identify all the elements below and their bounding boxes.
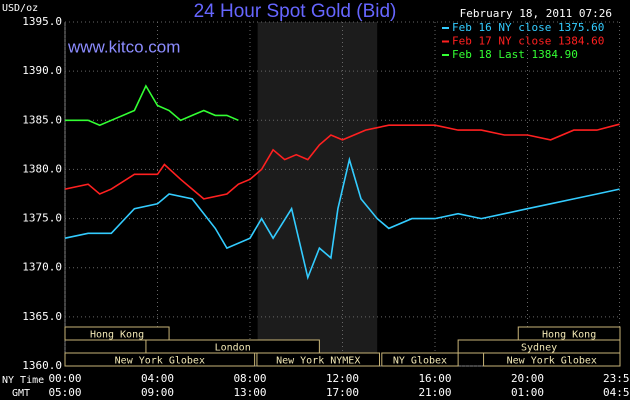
x2-tick-label: 04:59 — [603, 386, 630, 399]
x2-tick-label: 01:00 — [511, 386, 544, 399]
session-box — [483, 352, 621, 367]
legend-label: Feb 17 NY close 1384.60 — [452, 35, 604, 48]
y-tick-label: 1385.0 — [22, 113, 62, 126]
y-tick-label: 1370.0 — [22, 261, 62, 274]
y-tick-label: 1365.0 — [22, 310, 62, 323]
price-line — [65, 84, 239, 127]
session-label: NY Globex — [393, 356, 447, 367]
x-tick-label: 23:59 — [603, 372, 630, 385]
session-label: London — [215, 343, 251, 354]
session-label: Hong Kong — [90, 330, 144, 341]
x2-tick-label: 13:00 — [233, 386, 266, 399]
y-tick-label: 1375.0 — [22, 212, 62, 225]
timestamp: February 18, 2011 07:26 — [460, 7, 612, 20]
y-tick-label: 1360.0 — [22, 359, 62, 372]
y-tick-label: 1390.0 — [22, 64, 62, 77]
price-line — [64, 156, 620, 281]
website: www.kitco.com — [67, 37, 180, 56]
session-label: New York NYMEX — [276, 356, 360, 367]
price-line — [64, 123, 620, 200]
y-tick-label: 1395.0 — [22, 15, 62, 28]
x2-tick-label: 05:00 — [48, 386, 81, 399]
x-tick-label: 16:00 — [418, 372, 451, 385]
x2-tick-label: 17:00 — [326, 386, 359, 399]
session-label: New York Globex — [115, 356, 205, 367]
x2-tick-label: 09:00 — [141, 386, 174, 399]
x-tick-label: 20:00 — [511, 372, 544, 385]
chart-title: 24 Hour Spot Gold (Bid) — [194, 1, 397, 22]
x2-axis-label: GMT — [12, 388, 30, 399]
legend-label: Feb 16 NY close 1375.60 — [452, 21, 604, 34]
legend-label: Feb 18 Last 1384.90 — [452, 48, 578, 61]
x2-tick-label: 21:00 — [418, 386, 451, 399]
session-label: New York Globex — [507, 356, 597, 367]
y-axis-label: USD/oz — [2, 3, 38, 14]
x-tick-label: 04:00 — [141, 372, 174, 385]
x-axis-label: NY Time — [2, 375, 44, 386]
x-tick-label: 00:00 — [48, 372, 81, 385]
session-box — [64, 326, 170, 341]
x-tick-label: 08:00 — [233, 372, 266, 385]
x-tick-label: 12:00 — [326, 372, 359, 385]
shaded-session — [257, 22, 378, 366]
session-label: Sydney — [521, 343, 557, 354]
session-box — [256, 352, 380, 367]
session-box — [381, 352, 459, 367]
session-label: Hong Kong — [542, 330, 596, 341]
session-box — [64, 352, 256, 367]
y-tick-label: 1380.0 — [22, 162, 62, 175]
